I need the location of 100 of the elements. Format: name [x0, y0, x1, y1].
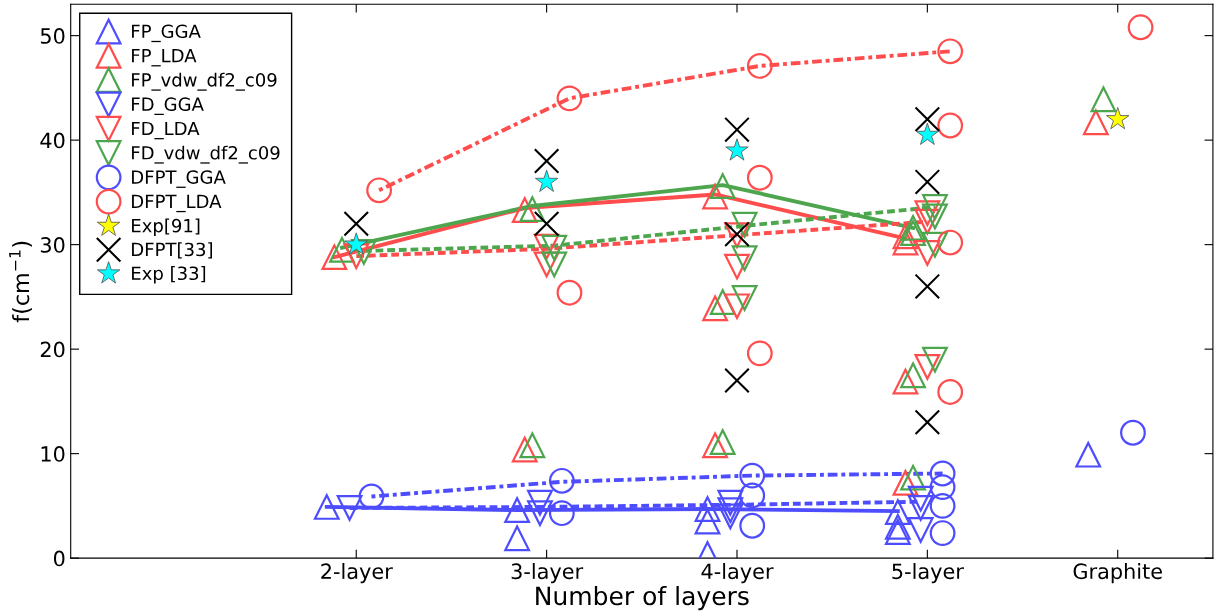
point	[907, 517, 934, 543]
point	[900, 464, 926, 491]
point	[556, 85, 583, 112]
point	[527, 489, 553, 516]
legend-label: DFPT_LDA	[132, 194, 222, 213]
point	[746, 340, 773, 367]
legend-label: FP_LDA	[132, 49, 197, 67]
point	[541, 251, 568, 278]
point	[1082, 109, 1109, 136]
x-tick-label: Graphite	[1073, 563, 1162, 584]
point	[313, 494, 340, 520]
point	[519, 196, 546, 223]
point	[746, 164, 773, 191]
point	[907, 495, 934, 521]
y-tick-label: 30	[40, 237, 65, 253]
point	[504, 497, 531, 523]
point	[900, 220, 926, 247]
point	[914, 273, 941, 300]
point	[731, 245, 758, 272]
y-tick-label: 40	[40, 132, 65, 149]
legend-label: FD_LDA	[132, 121, 200, 140]
point	[929, 474, 956, 500]
point	[746, 53, 773, 79]
point	[907, 485, 934, 512]
legend-label: FP_vdw_df2_c09	[132, 72, 277, 91]
point	[709, 173, 736, 200]
legend-label: Exp [33]	[132, 266, 206, 284]
y-tick-label: 50	[40, 28, 65, 44]
point	[533, 210, 560, 237]
point	[1090, 86, 1117, 113]
point	[548, 500, 575, 527]
point	[709, 429, 736, 456]
point	[511, 436, 538, 463]
point	[900, 215, 926, 241]
point	[724, 253, 750, 280]
legend-label: FP_GGA	[132, 24, 201, 43]
point	[527, 500, 553, 527]
x-tick-label: 4-layer	[701, 563, 774, 584]
point	[350, 239, 377, 265]
point	[1120, 419, 1146, 446]
point	[914, 208, 941, 235]
point	[511, 197, 538, 224]
point	[937, 229, 964, 256]
point	[914, 169, 941, 195]
point	[541, 234, 568, 261]
point	[702, 295, 729, 322]
point	[694, 496, 721, 522]
point	[702, 183, 729, 210]
point	[892, 229, 919, 256]
point	[914, 200, 941, 227]
point	[717, 497, 744, 523]
point	[937, 112, 964, 139]
legend-label: Exp[91]	[132, 218, 200, 236]
point	[914, 353, 941, 380]
legend-label: FD_vdw_df2_c09	[132, 145, 280, 164]
point	[922, 203, 948, 230]
y-tick-label: 0	[53, 550, 65, 567]
point	[929, 520, 956, 546]
legend-label: DFPT[33]	[132, 242, 212, 259]
point	[892, 469, 919, 496]
point	[937, 379, 964, 405]
point	[321, 244, 348, 271]
point	[724, 293, 750, 320]
point	[922, 194, 948, 220]
point	[914, 240, 941, 266]
point	[694, 508, 721, 535]
point	[519, 432, 546, 459]
point	[739, 462, 766, 489]
point	[717, 503, 744, 530]
point	[922, 231, 948, 258]
point	[343, 210, 370, 237]
legend-label: DFPT_GGA	[132, 170, 226, 188]
point	[900, 362, 926, 389]
point	[914, 409, 941, 436]
point	[731, 285, 758, 311]
x-tick-label: 5-layer	[892, 563, 964, 584]
point	[343, 243, 370, 270]
point	[929, 492, 956, 519]
point	[358, 483, 385, 510]
point	[1075, 441, 1102, 468]
x-axis-title: Number of layers	[536, 585, 749, 611]
point	[922, 346, 948, 373]
point	[892, 223, 919, 250]
point	[937, 38, 964, 65]
point	[533, 148, 560, 174]
point	[329, 236, 355, 263]
point	[548, 467, 575, 494]
x-tick-label: 3-layer	[511, 563, 584, 584]
point	[892, 368, 919, 395]
point	[739, 482, 766, 509]
point	[724, 367, 750, 394]
point	[702, 432, 729, 459]
point	[724, 116, 750, 143]
x-tick-label: 2-layer	[321, 563, 393, 584]
point	[336, 495, 363, 521]
y-axis-title: f(cm$^{−1}$)	[9, 241, 32, 323]
point	[929, 460, 956, 487]
point	[717, 489, 744, 516]
point	[884, 499, 911, 526]
point	[533, 233, 560, 260]
